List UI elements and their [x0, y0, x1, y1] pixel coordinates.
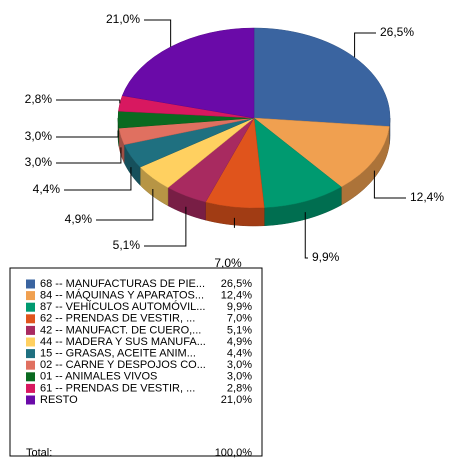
- legend-label: 68 -- MANUFACTURAS DE PIE...: [40, 278, 205, 290]
- legend-swatch: [26, 337, 35, 347]
- leader-line: [56, 130, 119, 138]
- legend-swatch: [26, 383, 35, 393]
- legend-value: 9,9%: [227, 301, 252, 313]
- data-label: 21,0%: [106, 12, 140, 26]
- data-label: 7,0%: [214, 256, 242, 270]
- leader-line: [64, 167, 132, 191]
- legend-swatch: [26, 314, 35, 324]
- data-label: 4,9%: [65, 212, 93, 226]
- legend-value: 26,5%: [221, 278, 252, 290]
- total-label: Total:: [26, 447, 52, 459]
- legend-value: 21,0%: [221, 394, 252, 406]
- legend-swatch: [26, 279, 35, 289]
- legend-value: 4,9%: [227, 336, 252, 348]
- legend-label: 01 -- ANIMALES VIVOS: [40, 371, 157, 383]
- legend-value: 5,1%: [227, 324, 252, 336]
- data-label: 3,0%: [25, 129, 53, 143]
- legend-label: 02 -- CARNE Y DESPOJOS CO...: [40, 359, 206, 371]
- slice: [253, 117, 342, 209]
- data-label: 4,4%: [33, 182, 61, 196]
- data-label: 3,0%: [25, 155, 53, 169]
- leader-line: [304, 212, 308, 259]
- legend-swatch: [26, 291, 35, 301]
- legend-label: 61 -- PRENDAS DE VESTIR, ...: [40, 382, 195, 394]
- legend-swatch: [26, 395, 35, 405]
- data-label: 26,5%: [380, 25, 414, 39]
- total-value: 100,0%: [215, 447, 253, 459]
- pie: [117, 27, 391, 227]
- legend-value: 3,0%: [227, 359, 252, 371]
- leader-line: [56, 147, 122, 164]
- slice: [253, 117, 390, 188]
- legend-swatch: [26, 325, 35, 335]
- legend-value: 12,4%: [221, 290, 252, 302]
- data-label: 2,8%: [25, 92, 53, 106]
- leader-line: [373, 170, 406, 199]
- legend: Total: 100,0% 68 -- MANUFACTURAS DE PIE.…: [26, 278, 252, 459]
- legend-swatch: [26, 372, 35, 382]
- legend-box: [9, 267, 263, 457]
- legend-value: 4,4%: [227, 348, 252, 360]
- data-label: 9,9%: [312, 250, 340, 264]
- legend-label: 62 -- PRENDAS DE VESTIR, ...: [40, 313, 195, 325]
- leader-line: [96, 188, 154, 221]
- data-label: 5,1%: [113, 238, 141, 252]
- legend-value: 3,0%: [227, 371, 252, 383]
- leader-line: [354, 32, 376, 58]
- data-label: 12,4%: [410, 190, 444, 204]
- legend-label: 87 -- VEHÍCULOS AUTOMÓVIL...: [40, 300, 205, 313]
- leader-line: [144, 206, 187, 247]
- slice: [253, 27, 391, 127]
- legend-value: 2,8%: [227, 382, 252, 394]
- legend-label: 84 -- MÁQUINAS Y APARATOS...: [40, 289, 204, 302]
- legend-swatch: [26, 302, 35, 312]
- legend-swatch: [26, 349, 35, 359]
- leader-line: [144, 19, 172, 47]
- leader-line: [56, 99, 121, 104]
- legend-value: 7,0%: [227, 313, 252, 325]
- slice: [121, 27, 255, 119]
- legend-label: 15 -- GRASAS, ACEITE ANIM...: [40, 348, 196, 360]
- legend-label: RESTO: [40, 394, 78, 406]
- legend-label: 42 -- MANUFACT. DE CUERO,...: [40, 324, 201, 336]
- legend-swatch: [26, 360, 35, 370]
- legend-label: 44 -- MADERA Y SUS MANUFA...: [40, 336, 206, 348]
